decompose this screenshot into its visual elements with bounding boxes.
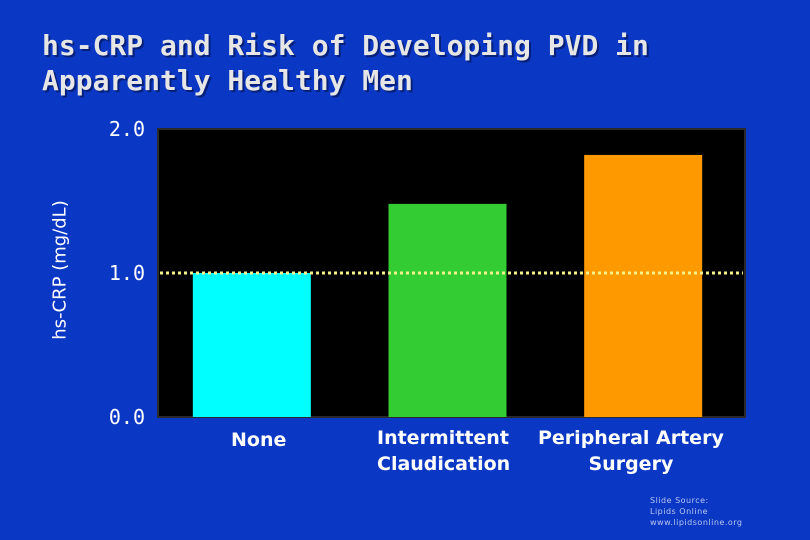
y-tick-label: 1.0 [109, 261, 145, 285]
slide-source-line-1: Slide Source: [650, 496, 709, 505]
slide-source-line-2: Lipids Online [650, 507, 709, 516]
category-label-none: None [231, 427, 286, 453]
chart-title: hs-CRP and Risk of Developing PVD in App… [42, 28, 649, 98]
y-tick-label: 2.0 [109, 117, 145, 141]
bar-1 [192, 273, 311, 417]
category-label-peripheral-artery-surgery: Peripheral Artery Surgery [538, 425, 724, 477]
y-tick-label: 0.0 [109, 405, 145, 429]
category-label-intermittent-claudication: Intermittent Claudication [377, 425, 510, 477]
category-label-intermittent-line-2: Claudication [377, 453, 511, 475]
bar-2 [388, 203, 507, 417]
category-label-peripheral-line-1: Peripheral Artery [538, 427, 724, 449]
category-label-intermittent-line-1: Intermittent [377, 427, 509, 449]
bar-3 [584, 154, 703, 418]
chart-title-line-1: hs-CRP and Risk of Developing PVD in [42, 29, 649, 62]
chart-title-line-2: Apparently Healthy Men [42, 64, 413, 97]
slide-source-line-3: www.lipidsonline.org [650, 518, 743, 527]
category-label-none-text: None [231, 429, 287, 451]
slide-source: Slide Source: Lipids Online www.lipidson… [650, 495, 743, 528]
category-label-peripheral-line-2: Surgery [588, 453, 674, 475]
